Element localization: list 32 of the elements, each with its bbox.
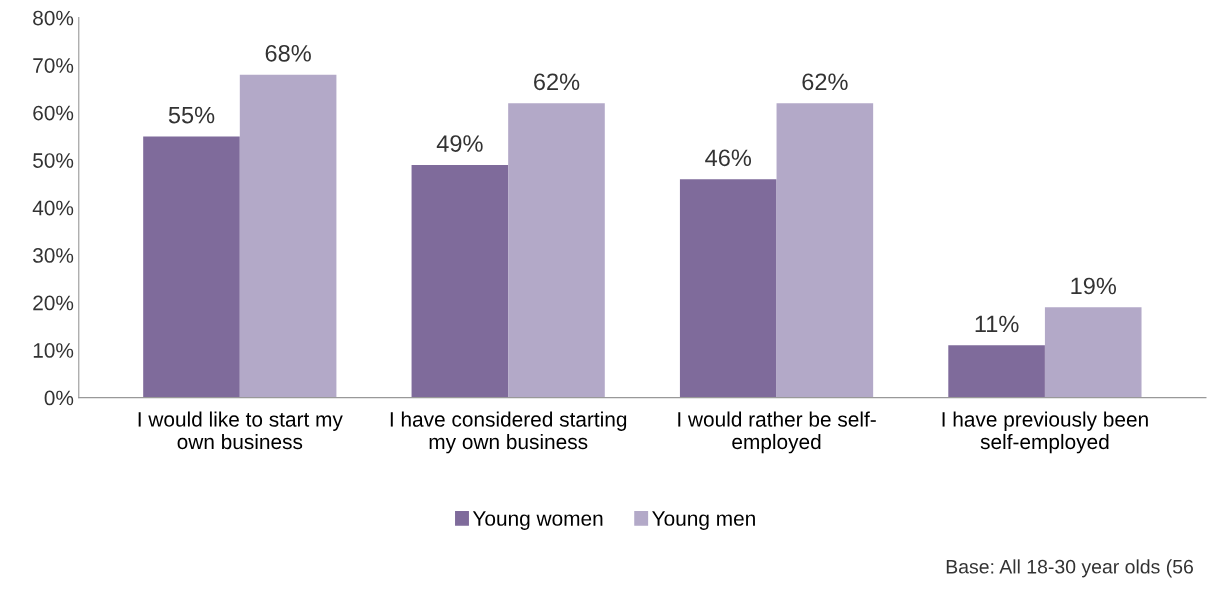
data-label: 68% [265,44,311,62]
y-tick-label: 70% [33,58,74,73]
y-tick-label: 30% [33,248,74,263]
bar [1044,307,1142,398]
data-label: 55% [168,106,215,124]
text: Base: All 18-30 year olds (56 [946,559,1193,578]
x-tick-label: I would like to start my own business [138,411,343,450]
y-tick-label: 60% [33,105,74,121]
bar [239,74,337,398]
data-label: 19% [1071,277,1117,295]
data-label: 62% [534,73,580,91]
legend-label: Young women [472,511,603,530]
y-tick-label: 50% [33,153,74,168]
data-label: 11% [975,315,1019,333]
data-label: 62% [802,73,848,91]
y-tick-label: 20% [33,295,74,311]
y-tick-label: 10% [33,343,74,358]
bar [143,136,240,398]
y-tick-label: 80% [33,10,74,26]
bar [411,164,509,398]
bar [948,345,1045,398]
bar [776,103,874,398]
y-tick-label: 0% [44,390,74,406]
legend-label: Young men [652,511,755,530]
y-tick-label: 40% [32,200,74,216]
x-tick-label: I would rather be self-employed [678,411,876,454]
x-tick-label: I have previously been self-employed [942,411,1148,454]
data-label: 49% [436,135,483,152]
x-tick-label: I have considered starting my own business [390,411,627,454]
bar [679,179,777,398]
data-label: 46% [705,149,752,167]
bar [508,103,605,398]
